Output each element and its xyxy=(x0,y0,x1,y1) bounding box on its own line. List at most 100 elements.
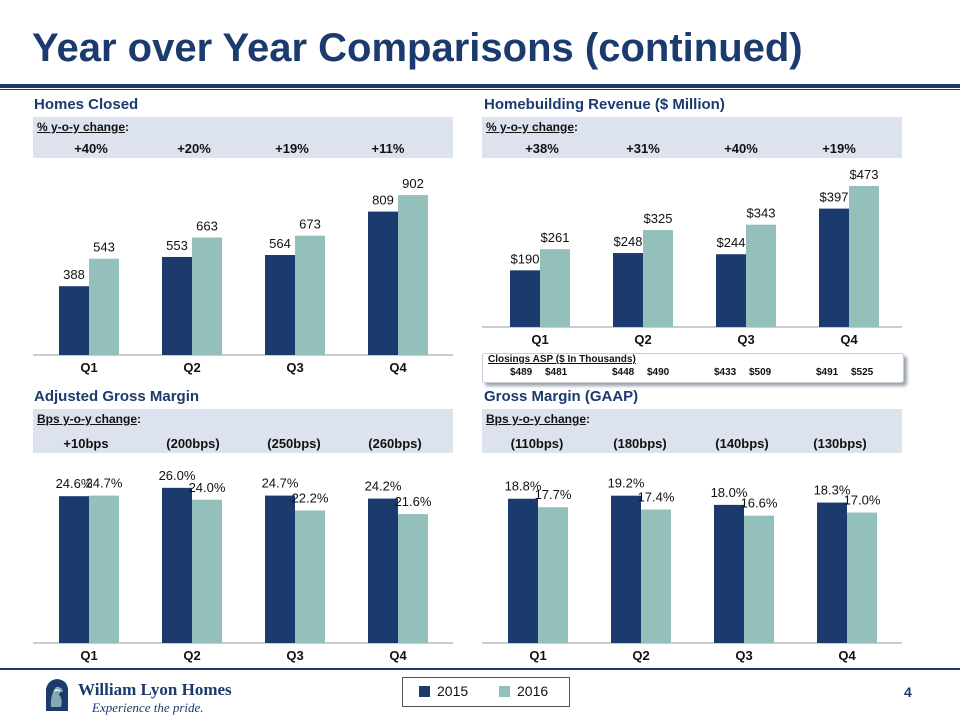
adj_margin-bar-q3-2016 xyxy=(295,510,325,643)
revenue-label-q1-2016: $261 xyxy=(541,230,570,245)
revenue-tick-q2: Q2 xyxy=(634,332,651,347)
gaap_margin-label-q3-2016: 16.6% xyxy=(741,496,778,511)
revenue-yoy-q3: +40% xyxy=(724,141,758,156)
revenue-yoy-box: % y-o-y change: +38% +31% +40% +19% xyxy=(482,117,902,158)
revenue-bar-q1-2015 xyxy=(510,270,540,327)
adj_margin-label-q4-2015: 24.2% xyxy=(365,479,402,494)
homes-closed-yoy-label: % y-o-y change: xyxy=(37,120,130,134)
gaap_margin-label-q3-2015: 18.0% xyxy=(711,485,748,500)
adj_margin-bar-q2-2016 xyxy=(192,499,222,643)
gaap_margin-bar-q3-2015 xyxy=(714,504,744,643)
closings-asp-title: Closings ASP ($ In Thousands) xyxy=(488,354,636,365)
title-rule xyxy=(0,84,960,88)
homes_closed-bar-q3-2016 xyxy=(295,235,325,355)
legend: 2015 2016 xyxy=(402,677,570,707)
revenue-chart: $190$261 Q1 $248$325 Q2 $244$343 Q3 $397$473 Q4 xyxy=(482,167,902,347)
title-rule-thin xyxy=(0,89,960,90)
revenue-bar-q4-2016 xyxy=(849,185,879,327)
adj_margin-label-q3-2016: 22.2% xyxy=(292,491,329,506)
legend-label-2015: 2015 xyxy=(437,683,469,699)
revenue-yoy-q4: +19% xyxy=(822,141,856,156)
homes_closed-bar-q1-2015 xyxy=(59,286,89,355)
gaap-margin-yoy-q3: (140bps) xyxy=(715,436,769,451)
revenue-tick-q4: Q4 xyxy=(840,332,858,347)
gaap_margin-label-q2-2015: 19.2% xyxy=(608,476,645,491)
adj-margin-yoy-q2: (200bps) xyxy=(166,436,220,451)
gaap-margin-chart: 18.8%17.7% Q1 19.2%17.4% Q2 18.0%16.6% Q3 18.3… xyxy=(482,476,902,663)
adj_margin-bar-q2-2015 xyxy=(162,487,192,643)
asp-q3-2015: $433 xyxy=(714,367,737,378)
revenue-yoy-label: % y-o-y change: xyxy=(486,120,579,134)
logo-name: William Lyon Homes xyxy=(78,680,232,699)
revenue-label-q4-2015: $397 xyxy=(820,190,849,205)
homes_closed-tick-q1: Q1 xyxy=(80,360,97,375)
homes_closed-tick-q4: Q4 xyxy=(389,360,407,375)
asp-q2-2015: $448 xyxy=(612,367,635,378)
revenue-label-q2-2015: $248 xyxy=(614,234,643,249)
homes_closed-bar-q4-2015 xyxy=(368,211,398,355)
revenue-label-q3-2016: $343 xyxy=(747,206,776,221)
revenue-label-q4-2016: $473 xyxy=(850,167,879,182)
adj-margin-yoy-box: Bps y-o-y change: +10bps (200bps) (250bp… xyxy=(33,409,453,453)
gaap_margin-label-q4-2016: 17.0% xyxy=(844,493,881,508)
page-title: Year over Year Comparisons (continued) xyxy=(32,26,803,70)
asp-q4-2016: $525 xyxy=(851,367,874,378)
gaap-margin-yoy-q1: (110bps) xyxy=(510,436,564,451)
adj_margin-label-q3-2015: 24.7% xyxy=(262,476,299,491)
homes_closed-label-q2-2015: 553 xyxy=(166,238,188,253)
revenue-bar-q2-2016 xyxy=(643,230,673,327)
homes-closed-chart: 388 543 Q1 553 663 Q2 564 673 Q3 809 902 Q4 xyxy=(33,176,453,375)
revenue-title: Homebuilding Revenue ($ Million) xyxy=(484,96,725,113)
gaap-margin-title: Gross Margin (GAAP) xyxy=(484,388,639,405)
homes_closed-label-q4-2015: 809 xyxy=(372,193,394,208)
adj_margin-label-q1-2015: 24.6% xyxy=(56,476,93,491)
revenue-yoy-q1: +38% xyxy=(525,141,559,156)
gaap_margin-bar-q1-2015 xyxy=(508,498,538,643)
gaap_margin-bar-q1-2016 xyxy=(538,507,568,643)
revenue-tick-q1: Q1 xyxy=(531,332,548,347)
adj-margin-chart: 24.6%24.7%Q126.0%24.0%Q224.7%22.2%Q324.2… xyxy=(33,468,453,663)
adj_margin-label-q4-2016: 21.6% xyxy=(395,494,432,509)
gaap_margin-tick-q2: Q2 xyxy=(632,648,649,663)
gaap_margin-label-q4-2015: 18.3% xyxy=(814,483,851,498)
legend-swatch-2015 xyxy=(419,686,430,697)
homes_closed-bar-q3-2015 xyxy=(265,255,295,355)
revenue-bar-q2-2015 xyxy=(613,253,643,327)
gaap_margin-tick-q1: Q1 xyxy=(529,648,546,663)
gaap_margin-label-q2-2016: 17.4% xyxy=(638,489,675,504)
adj_margin-label-q2-2016: 24.0% xyxy=(189,480,226,495)
homes_closed-label-q3-2016: 673 xyxy=(299,217,321,232)
revenue-label-q2-2016: $325 xyxy=(644,211,673,226)
adj_margin-tick-q1: Q1 xyxy=(80,648,97,663)
homes_closed-bar-q1-2016 xyxy=(89,258,119,355)
homes_closed-label-q1-2015: 388 xyxy=(63,267,85,282)
gaap_margin-tick-q4: Q4 xyxy=(838,648,856,663)
revenue-bar-q4-2015 xyxy=(819,208,849,327)
asp-q4-2015: $491 xyxy=(816,367,839,378)
adj_margin-bar-q4-2015 xyxy=(368,498,398,643)
revenue-tick-q3: Q3 xyxy=(737,332,754,347)
logo-tagline: Experience the pride. xyxy=(92,700,204,715)
legend-label-2016: 2016 xyxy=(517,683,549,699)
homes_closed-bar-q2-2015 xyxy=(162,256,192,355)
footer-rule xyxy=(0,668,960,670)
homes_closed-label-q1-2016: 543 xyxy=(93,240,115,255)
gaap_margin-tick-q3: Q3 xyxy=(735,648,752,663)
gaap-margin-yoy-box: Bps y-o-y change: (110bps) (180bps) (140… xyxy=(482,409,902,453)
gaap_margin-bar-q4-2016 xyxy=(847,512,877,643)
adj_margin-bar-q1-2016 xyxy=(89,495,119,643)
homes_closed-tick-q2: Q2 xyxy=(183,360,200,375)
revenue-bar-q1-2016 xyxy=(540,249,570,327)
adj_margin-label-q1-2016: 24.7% xyxy=(86,476,123,491)
homes-closed-yoy-q1: +40% xyxy=(74,141,108,156)
revenue-yoy-q2: +31% xyxy=(626,141,660,156)
homes_closed-tick-q3: Q3 xyxy=(286,360,303,375)
closings-asp-box: Closings ASP ($ In Thousands) $489 $481 … xyxy=(482,353,904,383)
homes-closed-yoy-box: % y-o-y change: +40% +20% +19% +11% xyxy=(33,117,453,158)
revenue-label-q3-2015: $244 xyxy=(717,235,746,250)
homes_closed-label-q3-2015: 564 xyxy=(269,236,291,251)
asp-q1-2015: $489 xyxy=(510,367,533,378)
adj_margin-label-q2-2015: 26.0% xyxy=(159,468,196,483)
adj-margin-yoy-q3: (250bps) xyxy=(267,436,321,451)
legend-swatch-2016 xyxy=(499,686,510,697)
